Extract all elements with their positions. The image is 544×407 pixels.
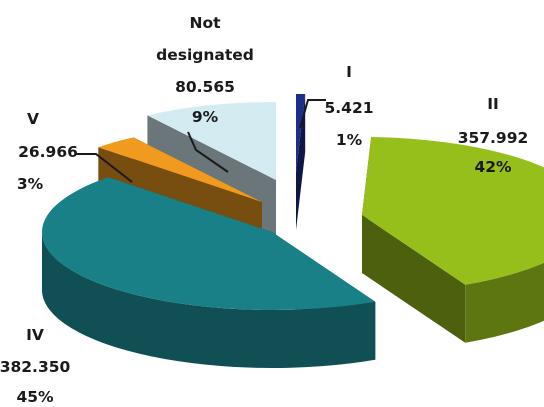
- slice-not-designated-top: [147, 102, 276, 180]
- leader-line-v: [76, 153, 133, 183]
- slice-ii: [362, 137, 544, 343]
- slice-label-v: V: [27, 110, 39, 128]
- label-iv: IV 382.350 45%: [0, 326, 71, 406]
- slice-value-v: 26.966: [18, 143, 78, 161]
- slice-value-iv: 382.350: [0, 358, 71, 376]
- slice-percent-i: 1%: [336, 131, 363, 149]
- slice-value-not-designated: 80.565: [175, 78, 235, 96]
- slice-percent-iv: 45%: [16, 388, 54, 406]
- slice-ii-top: [362, 137, 544, 285]
- slice-i-wall-1: [296, 94, 306, 230]
- slice-value-ii: 357.992: [458, 129, 529, 147]
- slice-label-not-designated: Not: [189, 14, 221, 32]
- slice-iv: [41, 177, 376, 368]
- leader-line-not-designated: [187, 131, 229, 173]
- slice-label-not-designated-line2: designated: [156, 46, 254, 64]
- label-v: V 26.966 3%: [17, 110, 78, 193]
- slice-label-iv: IV: [26, 326, 44, 344]
- slice-i: [296, 94, 306, 230]
- label-not-designated: Not designated 80.565 9%: [156, 14, 254, 126]
- slice-percent-not-designated: 9%: [192, 108, 219, 126]
- slice-value-i: 5.421: [324, 99, 373, 117]
- slice-percent-ii: 42%: [474, 158, 512, 176]
- slice-label-ii: II: [487, 95, 499, 113]
- label-i: I 5.421 1%: [324, 63, 373, 149]
- slice-v-top: [98, 137, 262, 202]
- slice-label-i: I: [346, 63, 352, 81]
- slice-ii-wall-1: [362, 215, 466, 343]
- slice-iv-side-0: [42, 232, 376, 368]
- slice-percent-v: 3%: [17, 175, 44, 193]
- leader-lines: [76, 99, 326, 183]
- slice-i-top: [296, 94, 306, 172]
- leader-line-i: [299, 99, 326, 129]
- slice-iv-top: [41, 177, 376, 310]
- slice-ii-side-0: [465, 262, 544, 343]
- pie-slices: [41, 94, 544, 368]
- label-ii: II 357.992 42%: [458, 95, 529, 176]
